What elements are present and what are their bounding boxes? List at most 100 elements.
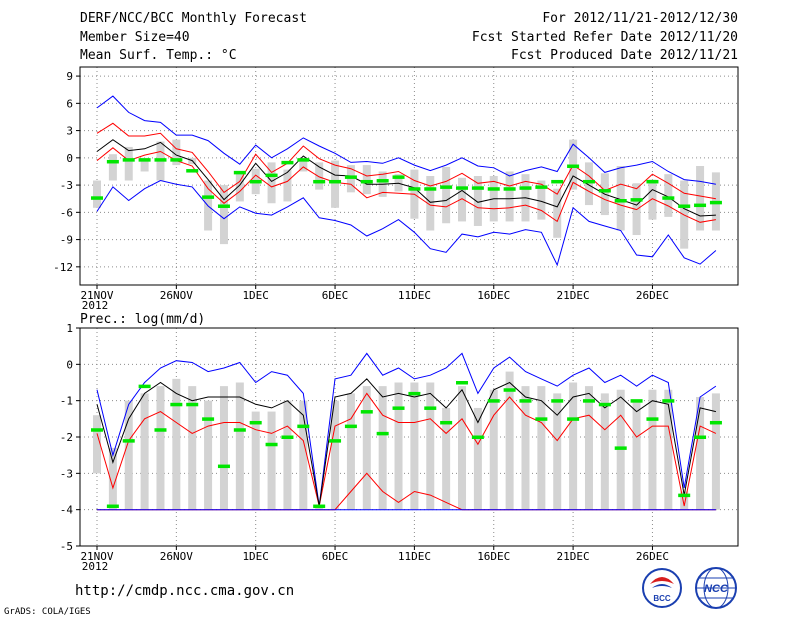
range-bar — [172, 378, 181, 510]
produced-date: Fcst Produced Date 2012/11/21 — [511, 48, 738, 63]
x-tick-label: 26DEC — [636, 289, 669, 302]
range-bar — [204, 400, 213, 510]
grads-credit: GrADS: COLA/IGES — [4, 607, 91, 617]
x-tick-label: 26NOV — [160, 289, 193, 302]
median-marker — [598, 402, 611, 407]
median-marker — [456, 381, 469, 385]
range-bar — [553, 393, 562, 510]
range-bar — [172, 139, 181, 166]
median-marker — [249, 420, 262, 425]
range-bar — [664, 389, 673, 510]
x-tick-label: 1DEC — [242, 550, 269, 563]
range-bar — [473, 407, 482, 510]
range-bar — [505, 171, 514, 222]
y-tick-label: 0 — [66, 358, 73, 371]
figure-title: DERF/NCC/BCC Monthly Forecast — [80, 11, 307, 26]
median-marker — [313, 504, 326, 509]
range-bar — [632, 400, 641, 510]
footer-url[interactable]: http://cmdp.ncc.cma.gov.cn — [75, 583, 295, 599]
median-marker — [329, 439, 342, 443]
range-bar — [362, 165, 371, 195]
ncc-logo: NCC — [695, 567, 737, 609]
x-tick-label: 16DEC — [477, 550, 510, 563]
range-bar — [331, 400, 340, 510]
median-marker — [202, 195, 215, 199]
median-marker — [646, 179, 659, 184]
y-tick-label: -6 — [60, 206, 73, 219]
y-tick-label: 6 — [66, 97, 73, 110]
logos: BCC NCC — [642, 567, 737, 609]
median-marker — [709, 420, 722, 425]
median-marker — [678, 493, 691, 498]
median-marker — [154, 428, 167, 432]
y-tick-label: 1 — [66, 322, 73, 335]
y-tick-label: -1 — [60, 395, 73, 408]
range-bar — [299, 157, 308, 172]
range-bar — [283, 400, 292, 510]
median-marker — [202, 417, 215, 421]
panel-1: 9 6 3 0 -3 -6 -9 -12 21NOV 26NOV 1DEC 6DEC 11DEC 16DE… — [53, 66, 739, 312]
median-marker — [138, 158, 151, 162]
range-bar — [140, 393, 149, 510]
range-bar — [616, 166, 625, 231]
median-marker — [281, 435, 294, 439]
range-bar — [346, 393, 355, 510]
range-bar — [426, 382, 435, 510]
y-tick-label: -9 — [60, 234, 73, 247]
range-bar — [648, 389, 657, 510]
range-bar — [696, 166, 705, 231]
bcc-logo-text: BCC — [653, 594, 671, 603]
range-bar — [108, 447, 117, 510]
range-bar — [188, 386, 197, 510]
range-bar — [235, 382, 244, 510]
range-bar — [394, 382, 403, 510]
ncc-logo-text: NCC — [704, 583, 729, 595]
median-marker — [630, 198, 643, 202]
median-marker — [154, 158, 167, 162]
median-marker — [122, 439, 135, 443]
median-marker — [138, 384, 151, 389]
median-marker — [630, 399, 643, 403]
range-bar — [426, 176, 435, 231]
x-tick-label: 11DEC — [398, 289, 431, 302]
median-marker — [582, 179, 595, 184]
series-upper-blue — [96, 352, 717, 507]
median-marker — [186, 169, 199, 173]
range-bar — [140, 157, 149, 172]
median-marker — [170, 402, 183, 407]
median-marker — [662, 399, 675, 403]
y-tick-label: 0 — [66, 152, 73, 165]
range-bar — [680, 491, 689, 510]
median-marker — [535, 185, 548, 189]
range-bar — [648, 179, 657, 220]
range-bar — [584, 386, 593, 510]
median-marker — [440, 185, 453, 189]
y-tick-label: 3 — [66, 125, 73, 138]
precip-panel-title: Prec.: log(mm/d) — [80, 312, 205, 327]
x-tick-label: 6DEC — [322, 550, 349, 563]
median-marker — [376, 179, 389, 183]
range-bar — [569, 382, 578, 510]
range-bar — [331, 160, 340, 208]
median-marker — [487, 399, 500, 403]
median-marker — [392, 175, 405, 179]
median-marker — [344, 424, 357, 429]
started-date: Fcst Started Refer Date 2012/11/20 — [471, 30, 738, 45]
y-tick-label: -4 — [60, 504, 74, 517]
x-tick-label: 21DEC — [557, 550, 590, 563]
median-marker — [233, 428, 246, 432]
range-bar — [664, 174, 673, 217]
median-marker — [376, 431, 389, 436]
median-marker — [265, 173, 278, 178]
median-marker — [186, 402, 199, 407]
median-marker — [471, 435, 484, 439]
x-tick-label: 11DEC — [398, 550, 431, 563]
bcc-logo: BCC — [642, 568, 682, 608]
median-marker — [694, 203, 707, 208]
range-bar — [267, 411, 276, 510]
series-mean — [96, 378, 717, 507]
series-upper-red — [96, 392, 717, 507]
range-bar — [283, 169, 292, 202]
median-marker — [233, 170, 246, 175]
